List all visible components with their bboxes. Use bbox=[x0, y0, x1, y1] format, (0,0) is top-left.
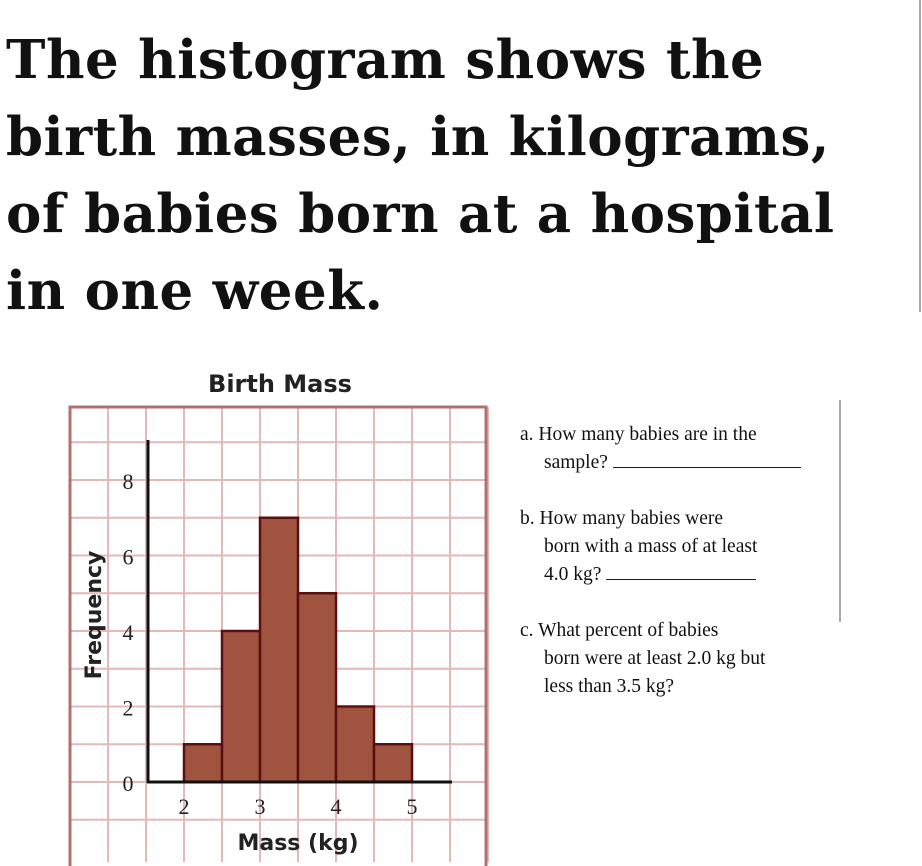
y-tick-label: 8 bbox=[123, 469, 134, 494]
x-tick-label: 3 bbox=[255, 794, 266, 819]
divider-line bbox=[919, 0, 921, 312]
y-tick-label: 6 bbox=[123, 545, 134, 570]
answer-blank-b[interactable] bbox=[606, 561, 757, 580]
question-text: What percent of babies bbox=[538, 620, 719, 641]
question-b: b. How many babies were born with a mass… bbox=[520, 505, 757, 589]
chart-frame bbox=[68, 405, 488, 866]
question-label: c. bbox=[520, 620, 534, 641]
question-text: How many babies were bbox=[539, 508, 724, 529]
x-tick-label: 5 bbox=[407, 794, 418, 819]
question-text: 4.0 kg? bbox=[544, 564, 602, 585]
question-text: born were at least 2.0 kg but bbox=[544, 648, 766, 669]
y-tick-label: 4 bbox=[123, 620, 134, 645]
x-tick-label: 2 bbox=[179, 794, 190, 819]
chart-title: Birth Mass bbox=[208, 370, 352, 398]
y-tick-label: 2 bbox=[123, 696, 134, 721]
problem-heading: The histogram shows the birth masses, in… bbox=[6, 29, 835, 322]
histogram-bar bbox=[296, 592, 338, 784]
question-label: b. bbox=[520, 508, 535, 529]
question-text: sample? bbox=[544, 452, 608, 473]
question-text: less than 3.5 kg? bbox=[544, 676, 674, 697]
histogram-bar bbox=[182, 743, 224, 784]
divider-line bbox=[839, 400, 841, 622]
histogram-bar bbox=[334, 705, 376, 784]
question-text: born with a mass of at least bbox=[544, 536, 758, 557]
question-text: How many babies are in the bbox=[538, 424, 757, 445]
histogram-bar bbox=[220, 629, 262, 784]
y-tick-label: 0 bbox=[123, 771, 134, 796]
question-c: c. What percent of babies born were at l… bbox=[520, 617, 765, 701]
x-tick-label: 4 bbox=[331, 794, 342, 819]
histogram-bar bbox=[372, 743, 414, 784]
histogram-bar bbox=[258, 516, 300, 784]
y-axis-label: Frequency bbox=[82, 551, 107, 680]
x-axis-label: Mass (kg) bbox=[237, 831, 358, 856]
answer-blank-a[interactable] bbox=[612, 449, 801, 468]
question-label: a. bbox=[520, 424, 534, 445]
question-a: a. How many babies are in the sample? bbox=[520, 421, 801, 477]
